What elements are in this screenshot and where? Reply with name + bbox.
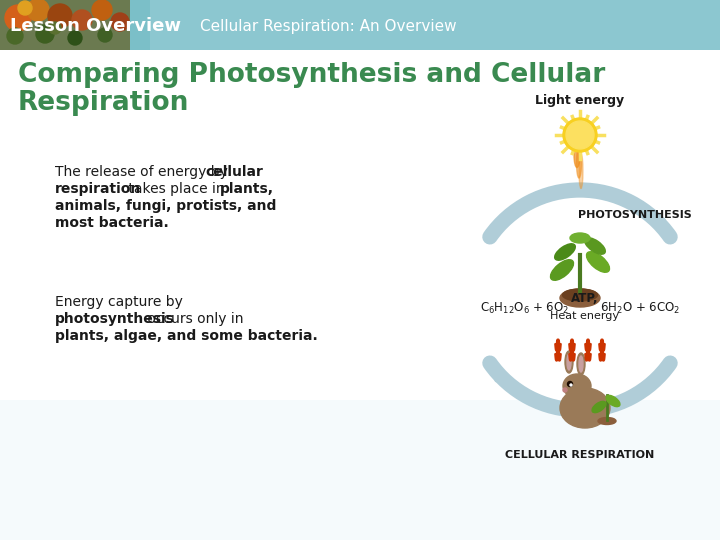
Text: Comparing Photosynthesis and Cellular: Comparing Photosynthesis and Cellular: [18, 62, 606, 88]
Circle shape: [92, 0, 112, 20]
Text: 6H$_2$O + 6CO$_2$: 6H$_2$O + 6CO$_2$: [600, 300, 680, 315]
Text: plants, algae, and some bacteria.: plants, algae, and some bacteria.: [55, 329, 318, 343]
Ellipse shape: [587, 252, 610, 272]
Text: Heat energy: Heat energy: [551, 311, 619, 321]
Ellipse shape: [560, 388, 610, 428]
Ellipse shape: [570, 233, 590, 243]
FancyBboxPatch shape: [150, 0, 720, 50]
Text: Energy capture by: Energy capture by: [55, 295, 183, 309]
Ellipse shape: [606, 395, 620, 407]
Text: respiration: respiration: [55, 182, 141, 196]
Ellipse shape: [574, 143, 580, 167]
Ellipse shape: [598, 417, 616, 424]
Circle shape: [36, 25, 54, 43]
Ellipse shape: [585, 238, 606, 254]
Circle shape: [111, 13, 129, 31]
Ellipse shape: [579, 153, 583, 188]
Circle shape: [27, 0, 49, 21]
Circle shape: [48, 4, 72, 28]
Text: photosynthesis: photosynthesis: [55, 312, 175, 326]
Text: Lesson Overview: Lesson Overview: [10, 17, 181, 35]
FancyBboxPatch shape: [0, 50, 720, 540]
Ellipse shape: [560, 289, 600, 307]
Ellipse shape: [563, 374, 591, 398]
Text: C$_6$H$_{12}$O$_6$ + 6O$_2$: C$_6$H$_{12}$O$_6$ + 6O$_2$: [480, 300, 570, 315]
Circle shape: [5, 5, 31, 31]
Text: cellular: cellular: [205, 165, 263, 179]
Circle shape: [567, 381, 572, 387]
Ellipse shape: [592, 401, 606, 413]
Text: Respiration: Respiration: [18, 90, 189, 116]
Circle shape: [72, 10, 92, 30]
Circle shape: [570, 384, 572, 386]
Circle shape: [563, 388, 567, 392]
Circle shape: [18, 1, 32, 15]
FancyBboxPatch shape: [0, 400, 720, 540]
Text: CELLULAR RESPIRATION: CELLULAR RESPIRATION: [505, 450, 654, 460]
Ellipse shape: [554, 244, 575, 260]
Circle shape: [49, 22, 61, 34]
Circle shape: [566, 121, 594, 149]
Ellipse shape: [551, 260, 574, 280]
Text: Light energy: Light energy: [536, 94, 624, 107]
Ellipse shape: [565, 351, 573, 373]
Circle shape: [98, 28, 112, 42]
Ellipse shape: [562, 289, 598, 301]
Ellipse shape: [577, 148, 582, 178]
Text: PHOTOSYNTHESIS: PHOTOSYNTHESIS: [578, 210, 692, 220]
FancyBboxPatch shape: [0, 0, 130, 50]
Text: Cellular Respiration: An Overview: Cellular Respiration: An Overview: [200, 18, 456, 33]
Text: ATP,: ATP,: [571, 293, 599, 306]
Text: animals, fungi, protists, and: animals, fungi, protists, and: [55, 199, 276, 213]
Text: takes place in: takes place in: [125, 182, 229, 196]
Ellipse shape: [579, 356, 583, 372]
Text: most bacteria.: most bacteria.: [55, 216, 168, 230]
FancyBboxPatch shape: [0, 0, 720, 50]
Circle shape: [68, 31, 82, 45]
Circle shape: [563, 118, 597, 152]
Ellipse shape: [567, 354, 571, 370]
Circle shape: [7, 28, 23, 44]
Text: The release of energy by: The release of energy by: [55, 165, 233, 179]
Text: occurs only in: occurs only in: [143, 312, 243, 326]
Ellipse shape: [577, 353, 585, 375]
Text: plants,: plants,: [220, 182, 274, 196]
